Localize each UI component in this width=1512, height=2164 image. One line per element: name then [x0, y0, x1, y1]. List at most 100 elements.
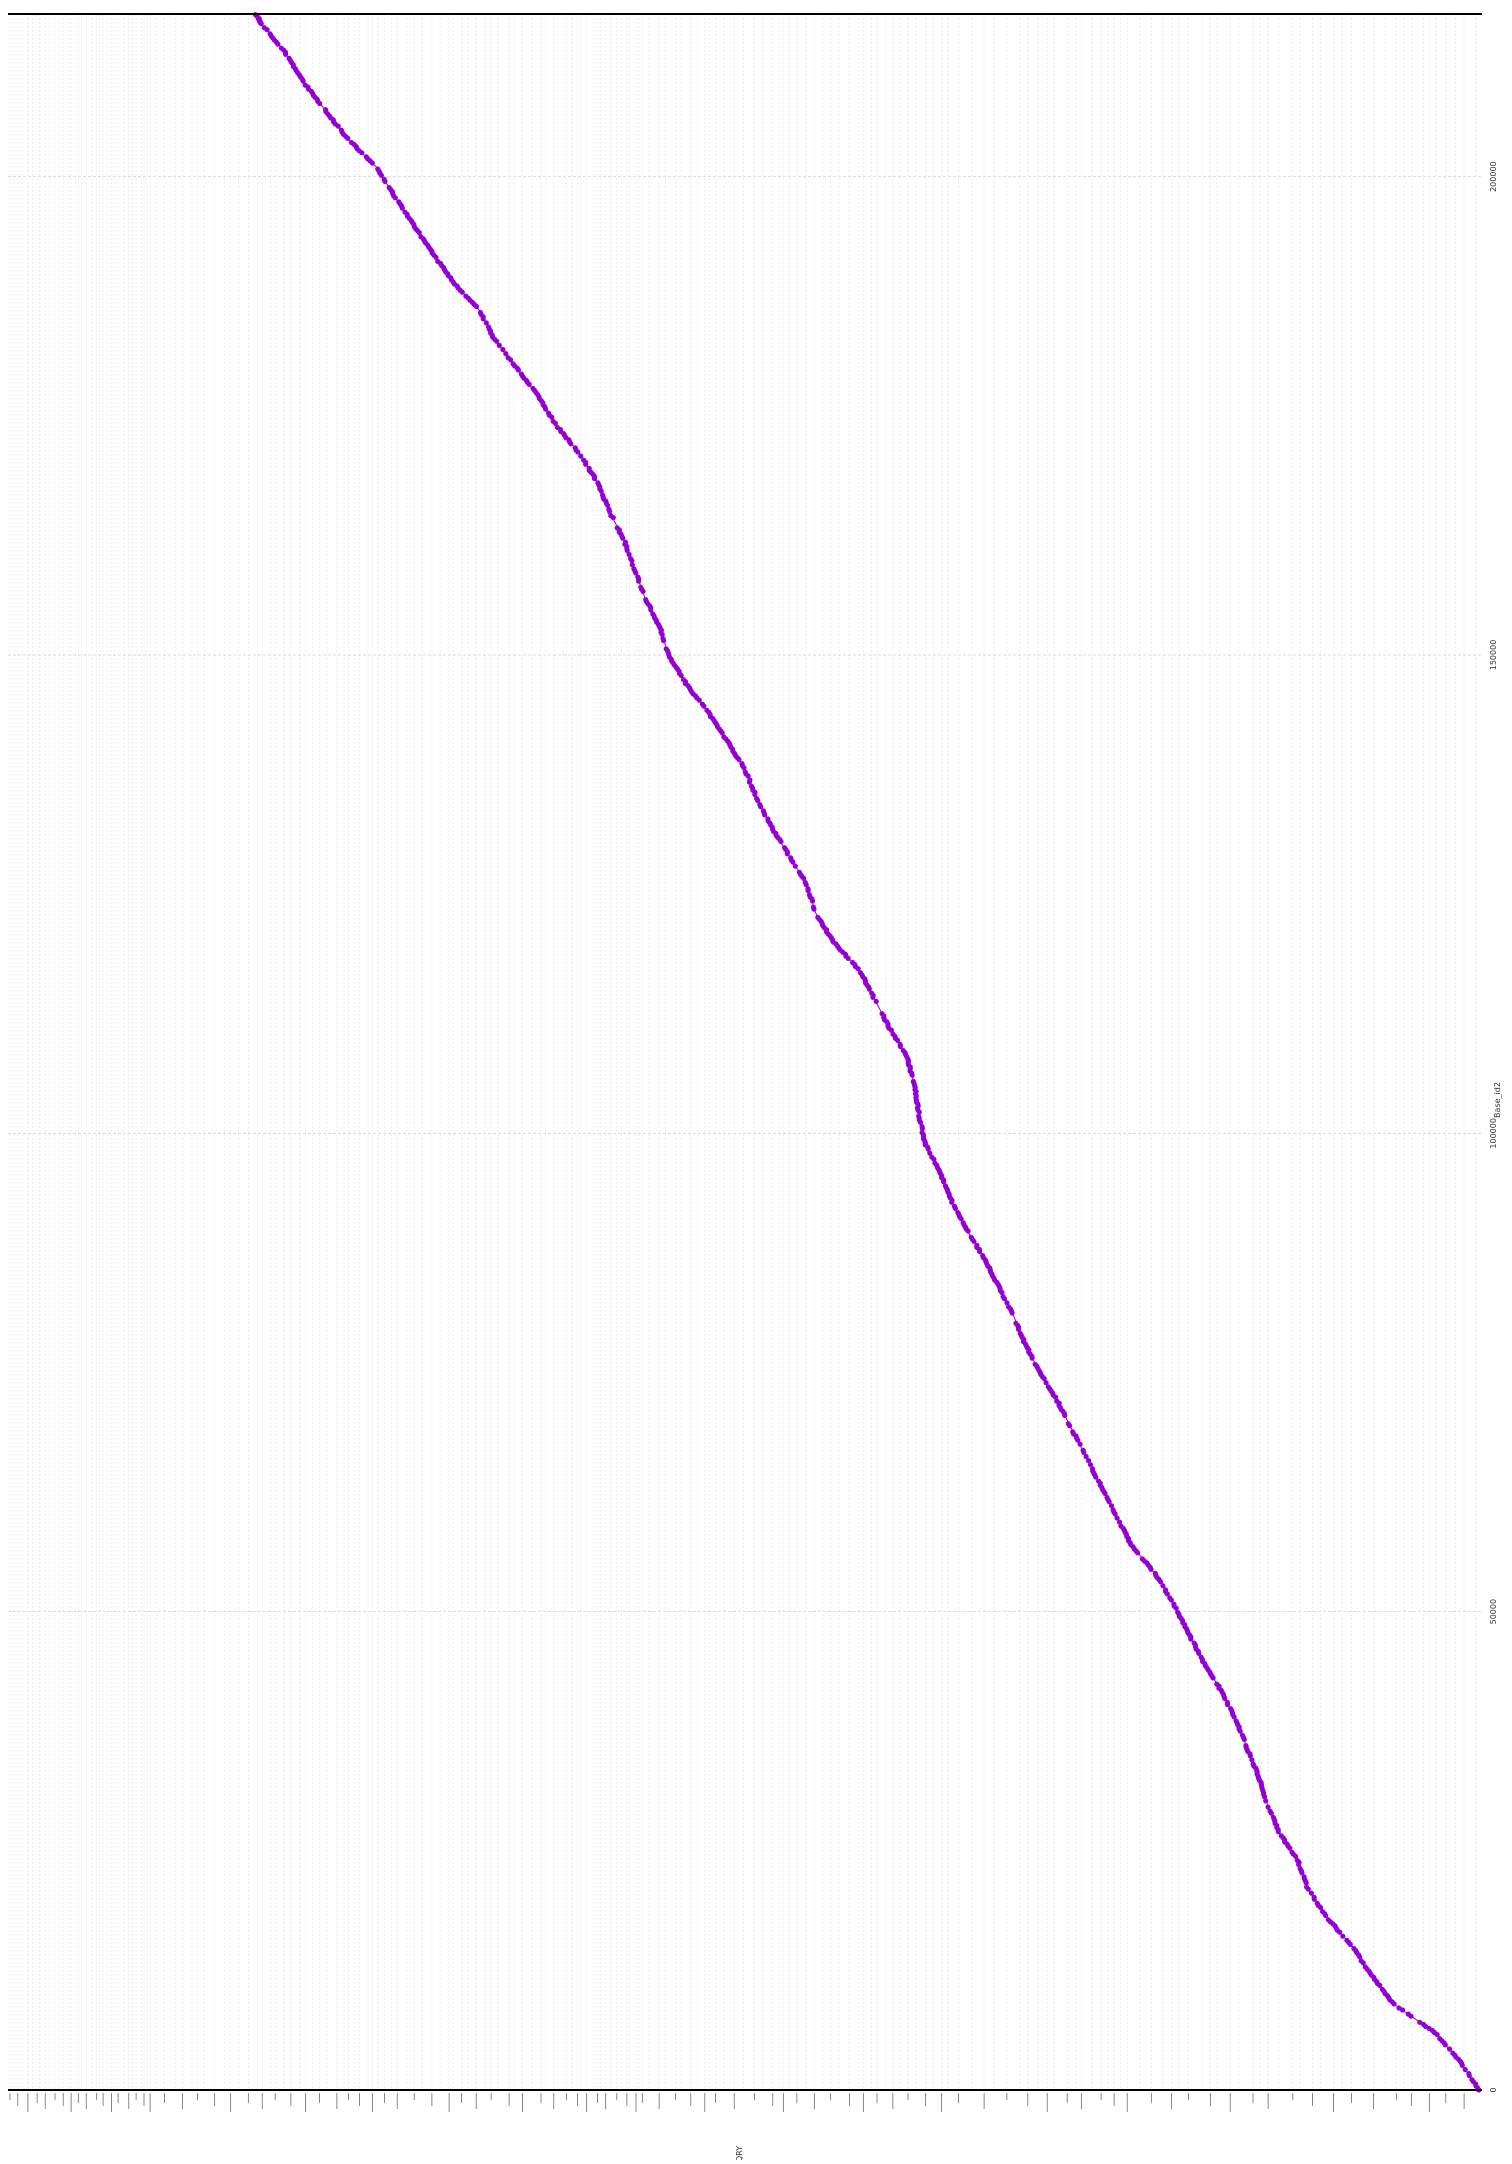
alignment-point: [338, 127, 344, 133]
alignment-point: [1320, 1909, 1326, 1915]
alignment-point: [932, 1160, 938, 1166]
alignment-point: [1054, 1398, 1060, 1404]
alignment-point: [1006, 1304, 1012, 1310]
alignment-point: [1118, 1523, 1124, 1529]
alignment-point: [1000, 1294, 1006, 1300]
alignment-point: [1466, 2071, 1472, 2077]
alignment-point: [890, 1031, 896, 1037]
alignment-point: [1351, 1945, 1357, 1952]
alignment-point: [530, 385, 536, 392]
alignment-point: [595, 480, 601, 486]
alignment-point: [1362, 1964, 1368, 1970]
alignment-point: [1379, 1986, 1385, 1993]
alignment-point: [1032, 1361, 1038, 1367]
alignment-point: [626, 551, 632, 558]
x-axis-label: Base_id2: [1493, 1082, 1502, 1118]
alignment-point: [606, 506, 612, 512]
alignment-point: [396, 199, 402, 205]
x-tick-label: 50000: [1489, 1599, 1498, 1624]
alignment-point: [418, 234, 424, 240]
alignment-point: [663, 646, 669, 652]
alignment-point: [782, 845, 788, 851]
alignment-point: [1267, 1808, 1273, 1814]
alignment-point: [660, 636, 666, 642]
alignment-point: [1308, 1890, 1314, 1896]
alignment-point: [586, 465, 592, 471]
alignment-point: [463, 293, 469, 299]
alignment-point: [1077, 1441, 1083, 1447]
alignment-point: [721, 734, 727, 740]
alignment-point: [1086, 1458, 1092, 1464]
alignment-point: [1045, 1384, 1051, 1390]
alignment-point: [518, 371, 525, 377]
alignment-point: [1265, 1804, 1271, 1810]
alignment-point: [850, 959, 856, 966]
alignment-point: [916, 1113, 922, 1119]
alignment-point: [910, 1078, 916, 1084]
alignment-point: [869, 990, 875, 996]
alignment-point: [628, 556, 634, 562]
alignment-point: [805, 886, 811, 892]
alignment-point: [1013, 1320, 1019, 1326]
alignment-point: [680, 677, 687, 683]
alignment-point: [650, 611, 656, 617]
alignment-point: [503, 351, 509, 357]
alignment-point: [704, 707, 710, 713]
alignment-point: [435, 258, 441, 264]
alignment-point: [578, 453, 584, 459]
alignment-point: [302, 82, 308, 88]
alignment-point: [1043, 1380, 1049, 1386]
alignment-point: [635, 574, 641, 580]
alignment-point: [1083, 1453, 1089, 1460]
alignment-point: [496, 342, 502, 348]
alignment-point: [1396, 2005, 1402, 2011]
alignment-point: [1462, 2066, 1468, 2073]
alignment-point: [1289, 1849, 1295, 1855]
alignment-point: [1117, 1519, 1123, 1525]
tick-labels: 0 50000 100000 150000 200000: [1489, 161, 1498, 2092]
alignment-point: [1340, 1933, 1346, 1939]
alignment-point: [806, 892, 813, 898]
alignment-point: [1249, 1757, 1255, 1763]
alignment-point: [900, 1048, 906, 1054]
alignment-point: [261, 25, 267, 31]
alignment-point: [1171, 1601, 1177, 1607]
alignment-point: [614, 525, 620, 531]
alignment-point: [739, 761, 745, 767]
alignment-point: [477, 310, 484, 316]
alignment-point: [622, 539, 629, 545]
axes: [8, 13, 1482, 2091]
alignment-point: [873, 998, 879, 1005]
alignment-point: [1198, 1654, 1204, 1660]
alignment-point: [788, 855, 794, 861]
alignment-point: [1087, 1462, 1094, 1468]
alignment-point: [1108, 1503, 1115, 1509]
alignment-point: [267, 31, 273, 37]
alignment-point: [1311, 1894, 1317, 1900]
alignment-point: [1233, 1718, 1239, 1724]
alignment-point: [1070, 1429, 1076, 1435]
alignment-point: [1004, 1300, 1010, 1306]
alignment-point: [1325, 1917, 1331, 1923]
alignment-point: [754, 795, 760, 802]
alignment-point: [1243, 1743, 1249, 1749]
alignment-point: [1224, 1699, 1230, 1706]
alignment-point: [1420, 2021, 1427, 2027]
alignment-point: [1089, 1466, 1096, 1472]
alignment-point: [955, 1210, 961, 1216]
alignment-point: [796, 869, 803, 875]
y-axis-label: QRY: [735, 2146, 744, 2160]
alignment-point: [638, 584, 644, 590]
alignment-point: [1278, 1833, 1284, 1839]
x-tick-label: 0: [1489, 2087, 1498, 2092]
alignment-point: [968, 1234, 974, 1240]
alignment-point: [286, 55, 292, 62]
alignment-point: [363, 154, 369, 160]
alignment-point: [980, 1253, 986, 1259]
alignment-point: [348, 139, 354, 146]
alignment-point: [1239, 1732, 1246, 1738]
alignment-point: [545, 410, 552, 416]
alignment-point: [1162, 1587, 1169, 1593]
